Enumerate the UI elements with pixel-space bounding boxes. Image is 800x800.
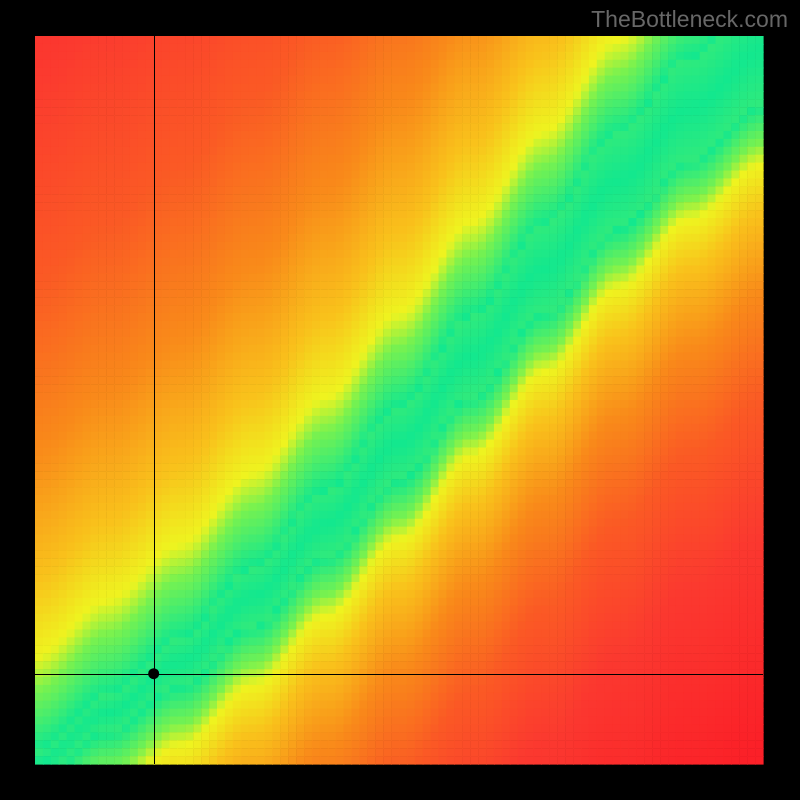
bottleneck-heatmap bbox=[0, 0, 800, 800]
chart-frame: TheBottleneck.com bbox=[0, 0, 800, 800]
watermark-text: TheBottleneck.com bbox=[591, 6, 788, 33]
